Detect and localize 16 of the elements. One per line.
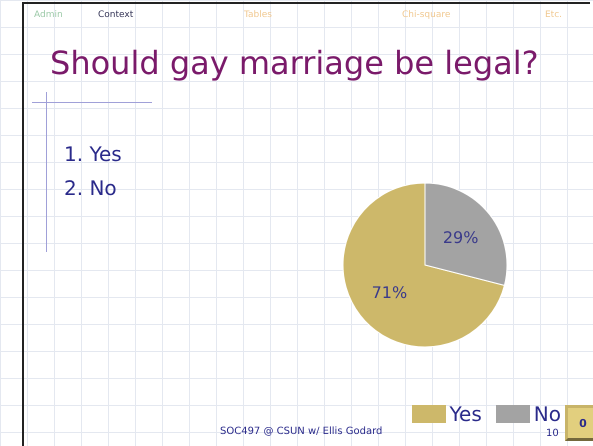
text: Admin [34,10,63,20]
text: 1. Yes [64,142,122,166]
text: 2. No [64,176,117,200]
text: 0 [565,405,593,441]
text: SOC497 @ CSUN w/ Ellis Godard [220,426,382,437]
text: Chi-square [402,10,450,20]
legend-label: Yes [450,402,482,426]
data-label: 29% [442,228,478,247]
text: Context [98,10,134,20]
text: Tables [244,10,272,20]
text: 10 [546,428,559,439]
pie-slice [342,182,505,348]
text: Etc. [545,10,562,20]
legend-label: No [534,402,561,426]
data-label: 71% [372,283,408,302]
chart-title: Should gay marriage be legal? [50,44,539,82]
